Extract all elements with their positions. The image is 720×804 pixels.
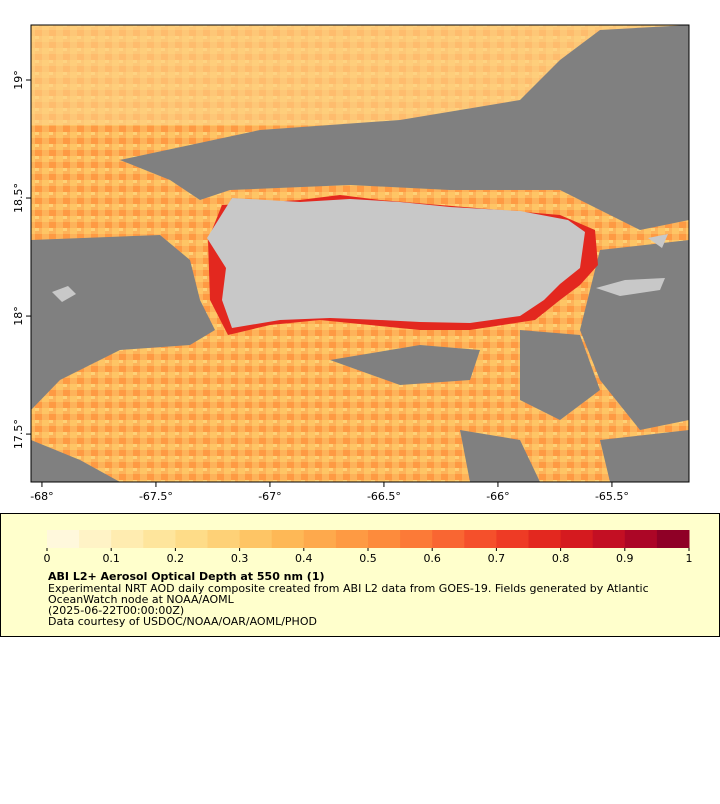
colorbar-tick-label: 0.8 (552, 552, 570, 565)
colorbar-tick-label: 0.5 (359, 552, 377, 565)
x-tick-label: -67.5° (139, 490, 173, 503)
colorbar-tick-label: 0.7 (488, 552, 506, 565)
colorbar-swatch (560, 530, 594, 548)
map: -68° -67.5° -67° -66.5° -66° -65.5° 19° 18.5° 18… (12, 24, 690, 503)
colorbar-tick-label: 0.1 (102, 552, 120, 565)
colorbar-swatch (368, 530, 401, 548)
colorbar-swatch (143, 530, 176, 548)
colorbar-tick-label: 0.6 (423, 552, 441, 565)
no-data (31, 25, 689, 482)
colorbar-tick-label: 0.3 (231, 552, 249, 565)
axes: -68° -67.5° -67° -66.5° -66° -65.5° 19° 18.5° 18… (12, 70, 629, 503)
colorbar-swatch (464, 530, 497, 548)
colorbar-swatch (303, 530, 337, 548)
land (52, 198, 668, 328)
colorbar-swatch (79, 530, 112, 548)
caption-line: Data courtesy of USDOC/NOAA/OAR/AOML/PHO… (48, 615, 317, 628)
colorbar-swatch (111, 530, 144, 548)
colorbar-tick-label: 0 (44, 552, 51, 565)
x-tick-label: -66° (486, 490, 509, 503)
colorbar-swatch (207, 530, 241, 548)
colorbar-swatch (335, 530, 369, 548)
colorbar-swatch (656, 530, 690, 548)
colorbar: 0 0.1 0.2 0.3 0.4 0.5 0.6 0.7 0.8 0.9 1 (44, 530, 693, 565)
colorbar-swatch (624, 530, 658, 548)
caption-line: Experimental NRT AOD daily composite cre… (48, 582, 649, 595)
caption-line: OceanWatch node at NOAA/AOML (48, 593, 235, 606)
colorbar-tick-label: 0.4 (295, 552, 313, 565)
colorbar-tick-label: 0.2 (167, 552, 185, 565)
caption-title: ABI L2+ Aerosol Optical Depth at 550 nm … (48, 570, 325, 583)
colorbar-swatch (239, 530, 273, 548)
y-tick-label: 18° (12, 306, 25, 326)
colorbar-swatch (592, 530, 626, 548)
caption: Experimental NRT AOD daily composite cre… (48, 582, 649, 628)
map-frame (30, 24, 690, 483)
colorbar-swatch (271, 530, 305, 548)
legend: 0 0.1 0.2 0.3 0.4 0.5 0.6 0.7 0.8 0.9 1 ABI L2+ Ae… (0, 513, 720, 637)
colorbar-swatch (400, 530, 433, 548)
y-tick-label: 19° (12, 70, 25, 90)
y-tick-label: 18.5° (12, 183, 25, 213)
colorbar-swatch (528, 530, 562, 548)
colorbar-swatch (47, 530, 80, 548)
colorbar-swatch (432, 530, 465, 548)
colorbar-swatch (496, 530, 529, 548)
x-tick-label: -67° (258, 490, 281, 503)
x-tick-label: -68° (30, 490, 53, 503)
x-tick-label: -66.5° (367, 490, 401, 503)
caption-line: (2025-06-22T00:00:00Z) (48, 604, 184, 617)
y-tick-label: 17.5° (12, 419, 25, 449)
colorbar-tick-label: 1 (686, 552, 693, 565)
x-tick-label: -65.5° (595, 490, 629, 503)
colorbar-tick-label: 0.9 (616, 552, 634, 565)
colorbar-swatch (175, 530, 208, 548)
